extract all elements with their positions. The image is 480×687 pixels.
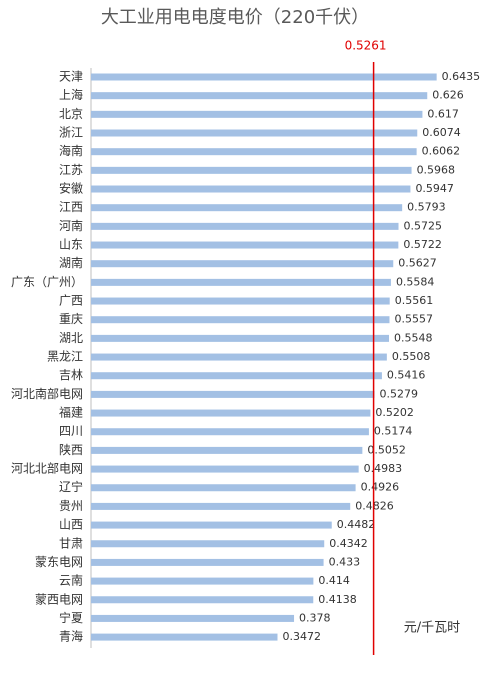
value-label: 0.5725 — [404, 219, 443, 232]
value-label: 0.3472 — [282, 630, 321, 643]
value-label: 0.5174 — [374, 425, 413, 438]
value-label: 0.378 — [299, 611, 331, 624]
bar — [91, 129, 418, 137]
value-label: 0.6435 — [442, 70, 480, 83]
y-tick-label: 浙江 — [59, 126, 83, 140]
bar — [91, 521, 332, 529]
bar — [91, 278, 391, 286]
bar — [91, 92, 428, 100]
value-label: 0.4983 — [364, 462, 403, 475]
bar — [91, 446, 363, 454]
y-tick-label: 黑龙江 — [47, 350, 83, 364]
y-tick-label: 甘肃 — [59, 536, 83, 550]
bar — [91, 614, 295, 622]
value-label: 0.5548 — [394, 331, 433, 344]
y-tick-label: 湖南 — [59, 255, 83, 270]
bar — [91, 409, 371, 417]
bar — [91, 334, 390, 342]
y-tick-label: 福建 — [59, 405, 83, 420]
bar — [91, 465, 359, 473]
value-label: 0.5557 — [394, 313, 433, 326]
y-tick-label: 上海 — [59, 87, 83, 102]
bar — [91, 241, 399, 249]
y-tick-label: 宁夏 — [59, 610, 83, 625]
value-label: 0.5968 — [417, 163, 456, 176]
y-tick-label: 陕西 — [59, 442, 83, 457]
y-tick-label: 江苏 — [59, 163, 83, 177]
reference-label: 0.5261 — [345, 39, 387, 53]
bar — [91, 428, 369, 436]
y-tick-label: 北京 — [59, 107, 83, 121]
value-label: 0.4138 — [318, 593, 357, 606]
bar — [91, 316, 390, 324]
bar — [91, 540, 325, 548]
value-label: 0.626 — [432, 89, 464, 102]
bar — [91, 558, 324, 566]
value-label: 0.5627 — [398, 257, 437, 270]
y-tick-label: 湖北 — [59, 330, 83, 345]
y-tick-label: 青海 — [59, 629, 83, 644]
value-label: 0.4926 — [361, 481, 400, 494]
bar — [91, 297, 390, 305]
value-label: 0.5793 — [407, 201, 446, 214]
value-label: 0.5416 — [387, 369, 426, 382]
y-tick-label: 天津 — [59, 70, 83, 84]
bar — [91, 633, 278, 641]
bar — [91, 390, 375, 398]
unit-label: 元/千瓦时 — [404, 621, 460, 636]
y-tick-label: 吉林 — [59, 368, 83, 382]
value-label: 0.5279 — [380, 387, 419, 400]
bar — [91, 353, 387, 361]
y-tick-label: 广西 — [59, 294, 83, 308]
value-label: 0.4826 — [355, 499, 394, 512]
bar — [91, 110, 423, 118]
bar — [91, 148, 417, 156]
y-tick-label: 广东（广州） — [11, 275, 83, 289]
value-label: 0.4342 — [329, 537, 368, 550]
bar — [91, 73, 437, 81]
value-label: 0.414 — [318, 574, 350, 587]
value-label: 0.4482 — [337, 518, 376, 531]
y-tick-label: 安徽 — [59, 181, 83, 196]
y-tick-label: 海南 — [59, 143, 83, 158]
bar — [91, 502, 351, 510]
bar — [91, 596, 314, 604]
y-tick-label: 河北北部电网 — [11, 461, 83, 476]
y-tick-label: 河南 — [59, 218, 83, 233]
value-label: 0.5561 — [395, 294, 434, 307]
y-tick-label: 江西 — [59, 200, 83, 214]
bar — [91, 222, 399, 230]
value-label: 0.5722 — [403, 238, 442, 251]
y-tick-label: 四川 — [59, 424, 83, 438]
bar — [91, 260, 394, 268]
bar — [91, 166, 412, 174]
y-tick-label: 重庆 — [59, 312, 83, 326]
bar — [91, 204, 403, 212]
value-label: 0.5202 — [375, 406, 414, 419]
bar — [91, 484, 356, 492]
y-tick-label: 山西 — [59, 518, 83, 532]
y-tick-label: 辽宁 — [59, 479, 83, 494]
y-tick-label: 蒙西电网 — [35, 592, 83, 606]
y-tick-label: 贵州 — [59, 499, 83, 513]
value-label: 0.5584 — [396, 275, 435, 288]
value-label: 0.6074 — [422, 126, 461, 139]
value-label: 0.5947 — [415, 182, 454, 195]
chart-title: 大工业用电电度电价（220千伏） — [101, 7, 369, 28]
y-tick-label: 云南 — [59, 573, 83, 588]
y-tick-label: 河北南部电网 — [11, 386, 83, 401]
bar — [91, 372, 382, 380]
y-tick-label: 蒙东电网 — [35, 555, 83, 569]
value-label: 0.5052 — [367, 443, 406, 456]
value-label: 0.5508 — [392, 350, 431, 363]
value-label: 0.617 — [427, 107, 459, 120]
value-label: 0.6062 — [422, 145, 461, 158]
value-label: 0.433 — [329, 555, 361, 568]
bar — [91, 185, 411, 193]
bar — [91, 577, 314, 585]
y-tick-label: 山东 — [59, 238, 83, 252]
